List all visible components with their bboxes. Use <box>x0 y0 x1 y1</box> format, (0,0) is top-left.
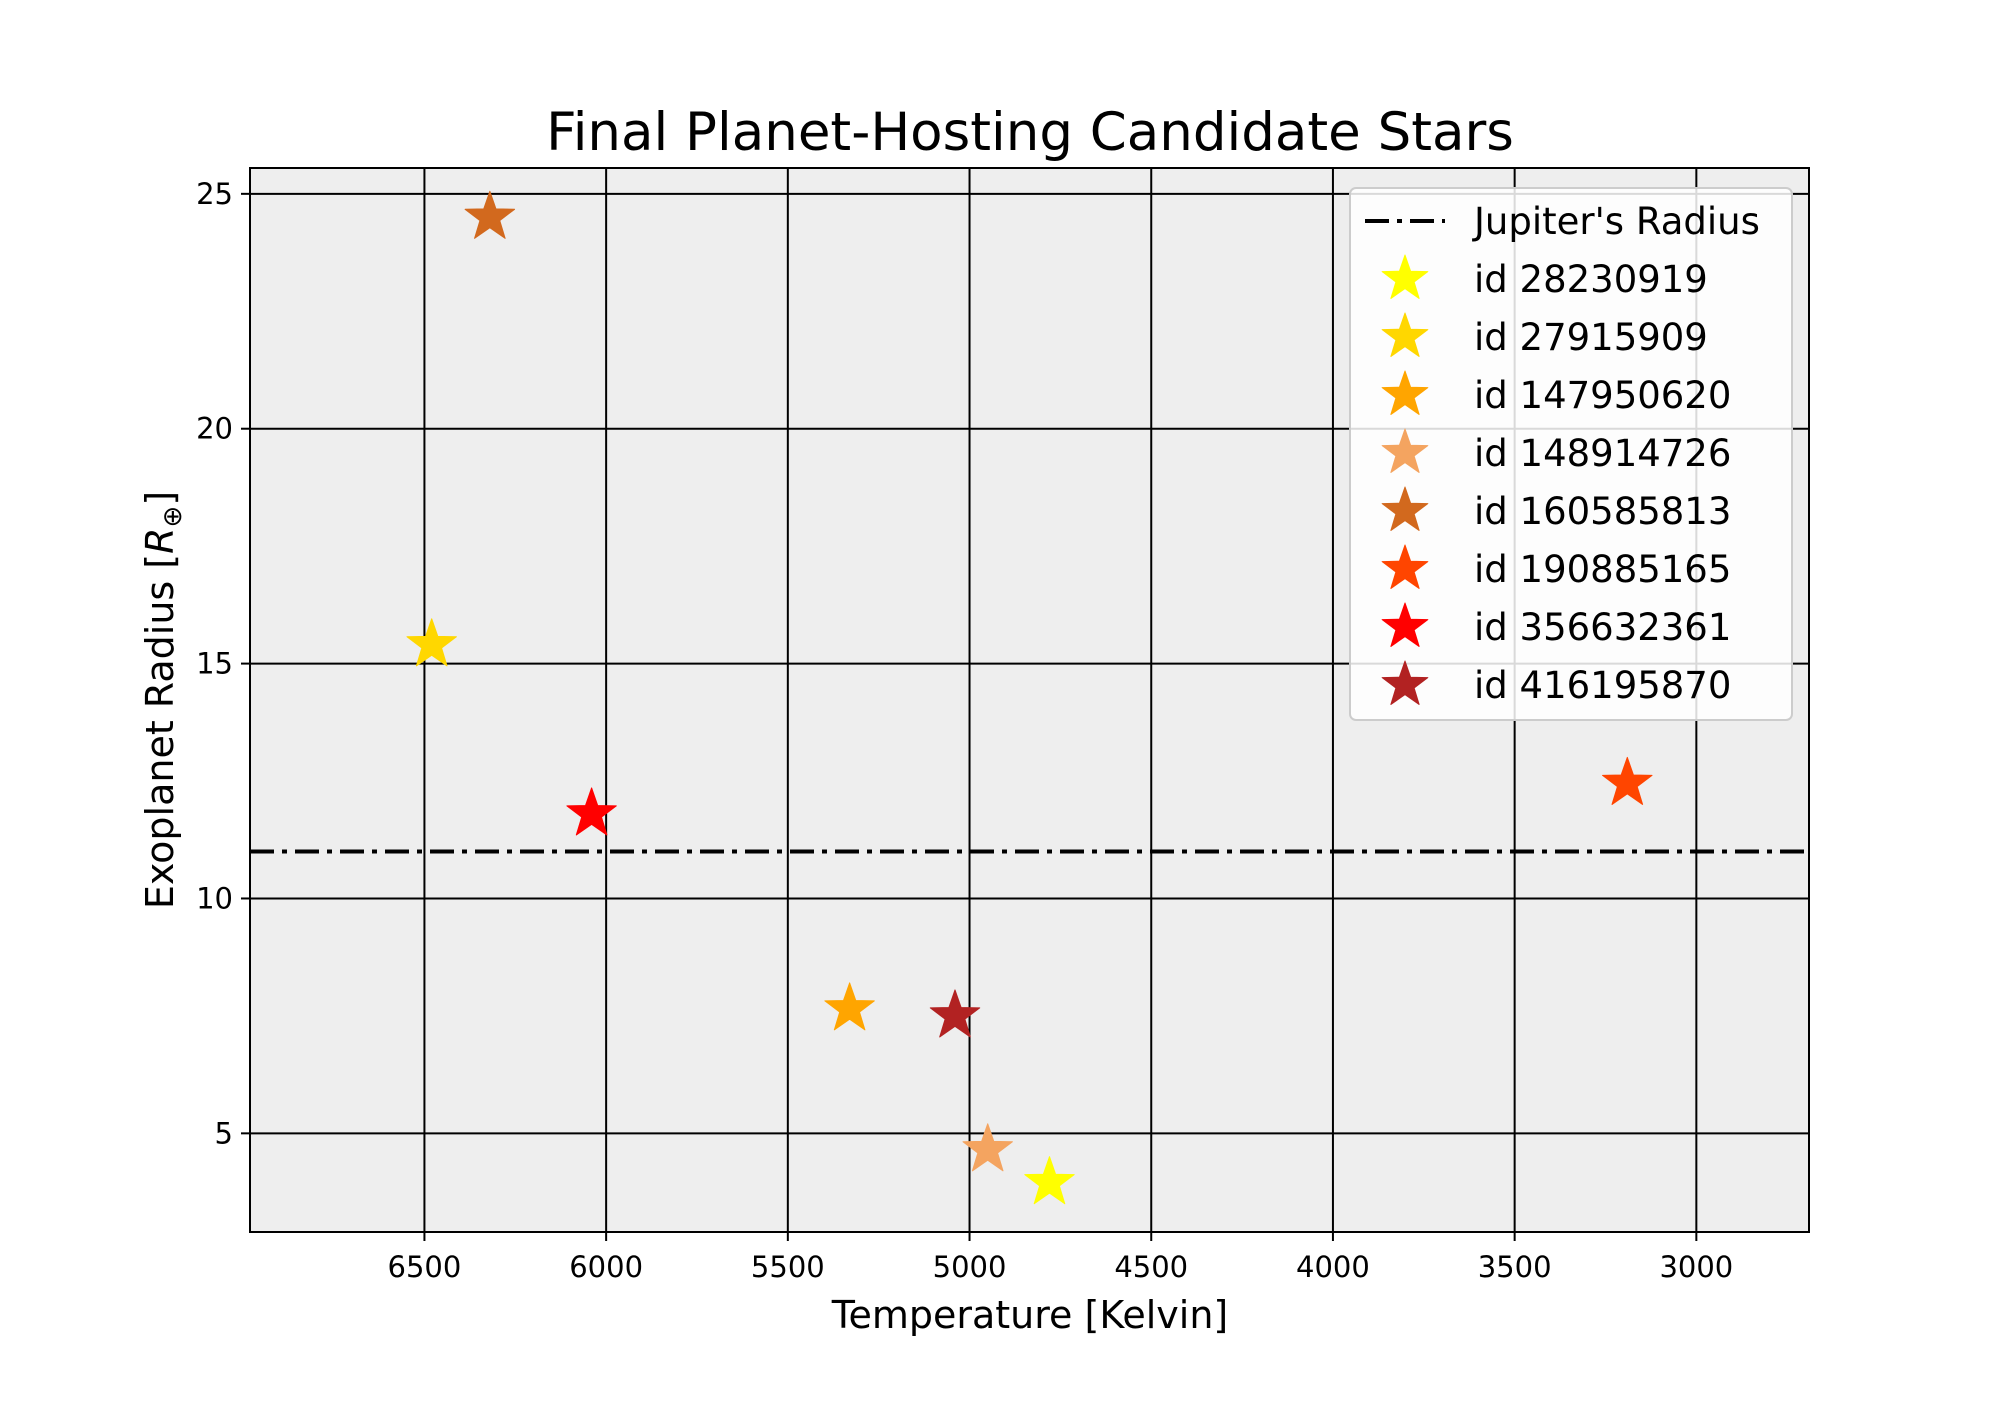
x-tick-label: 6500 <box>388 1250 462 1284</box>
legend-star-swatch <box>1381 544 1429 589</box>
x-tick-label: 5500 <box>751 1250 825 1284</box>
x-tick-label: 4500 <box>1114 1250 1188 1284</box>
chart-title: Final Planet-Hosting Candidate Stars <box>546 102 1514 163</box>
legend-star-swatch <box>1381 660 1429 705</box>
legend-star-swatch <box>1381 312 1429 357</box>
star-point <box>464 190 516 239</box>
y-axis-label: Exoplanet Radius [R⊕] <box>138 491 188 909</box>
y-tick-label: 25 <box>196 177 233 211</box>
legend-label: id 27915909 <box>1474 316 1708 359</box>
legend-star-swatch <box>1381 254 1429 299</box>
legend-label: id 356632361 <box>1474 606 1731 649</box>
x-tick-label: 5000 <box>933 1250 1007 1284</box>
plot-frame <box>249 167 1810 1233</box>
legend-label: id 160585813 <box>1474 490 1731 533</box>
x-tick-label: 3000 <box>1659 1250 1733 1284</box>
y-axis-ticks: 5 10 15 20 25 <box>196 177 250 1150</box>
star-point <box>929 989 981 1038</box>
star-point <box>406 618 457 667</box>
star-point <box>566 787 617 836</box>
star-point <box>1602 756 1653 805</box>
legend-items: Jupiter's Radius id 28230919 id 27915909 id… <box>1365 200 1760 707</box>
legend: Jupiter's Radius id 28230919 id 27915909 id… <box>1349 187 1793 721</box>
legend-label: id 148914726 <box>1474 432 1731 475</box>
legend-label: id 416195870 <box>1474 664 1731 707</box>
star-point <box>824 982 875 1031</box>
star-point <box>962 1123 1013 1172</box>
star-point <box>1024 1156 1075 1205</box>
x-tick-label: 6000 <box>569 1250 643 1284</box>
legend-label: Jupiter's Radius <box>1472 200 1760 243</box>
x-tick-label: 4000 <box>1296 1250 1370 1284</box>
legend-star-swatch <box>1381 486 1429 531</box>
y-tick-label: 5 <box>215 1116 233 1150</box>
legend-label: id 147950620 <box>1474 374 1731 417</box>
y-tick-label: 15 <box>196 647 233 681</box>
x-axis-label: Temperature [Kelvin] <box>831 1293 1229 1337</box>
legend-star-swatch <box>1381 370 1429 415</box>
legend-box <box>1349 187 1793 721</box>
x-tick-label: 3500 <box>1478 1250 1552 1284</box>
legend-label: id 28230919 <box>1474 258 1708 301</box>
y-tick-label: 10 <box>196 881 233 915</box>
legend-label: id 190885165 <box>1474 548 1731 591</box>
legend-star-swatch <box>1381 602 1429 647</box>
x-axis-ticks: 6500 6000 5500 5000 4500 4000 3500 3000 <box>388 1232 1733 1284</box>
data-points <box>406 190 1653 1205</box>
y-tick-label: 20 <box>196 412 233 446</box>
legend-star-swatch <box>1381 428 1429 473</box>
